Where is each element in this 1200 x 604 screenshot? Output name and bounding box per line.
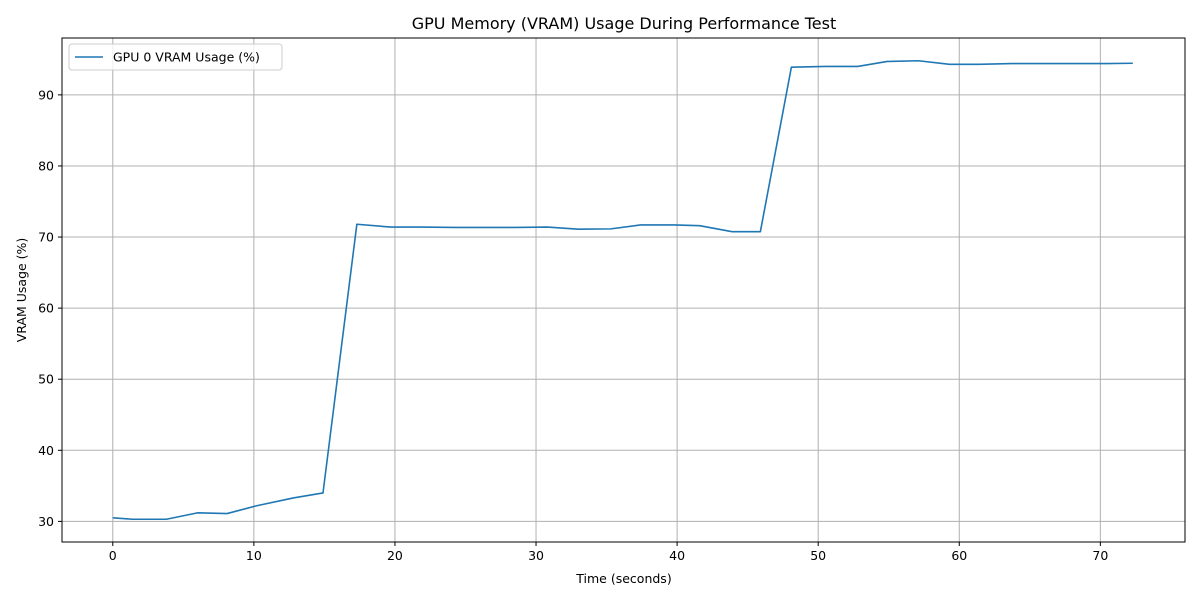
plot-frame: [61, 37, 1186, 543]
chart-title: GPU Memory (VRAM) Usage During Performan…: [412, 14, 837, 33]
axis-ticks: 0 10 20 30 40 50 60 70 30 40 50 60 70 80 90: [38, 87, 1108, 563]
series-line-0: [112, 59, 1133, 521]
x-tick-label: 30: [528, 548, 544, 563]
y-tick-label: 60: [38, 301, 54, 316]
x-tick-label: 0: [109, 548, 117, 563]
y-tick-label: 30: [38, 514, 54, 529]
x-axis-label: Time (seconds): [575, 571, 671, 586]
x-tick-label: 20: [387, 548, 403, 563]
x-tick-label: 50: [810, 548, 826, 563]
grid-lines: [62, 38, 1185, 542]
y-tick-label: 70: [38, 230, 54, 245]
y-axis-label: VRAM Usage (%): [14, 238, 29, 343]
x-tick-label: 60: [951, 548, 967, 563]
y-tick-label: 80: [38, 158, 54, 173]
legend: GPU 0 VRAM Usage (%): [68, 43, 283, 71]
series-layer: [112, 59, 1133, 521]
x-tick-label: 40: [669, 548, 685, 563]
x-tick-label: 10: [246, 548, 262, 563]
y-tick-label: 50: [38, 372, 54, 387]
legend-label: GPU 0 VRAM Usage (%): [113, 50, 260, 65]
x-tick-label: 70: [1092, 548, 1108, 563]
legend-box: [68, 43, 283, 71]
y-tick-label: 40: [38, 443, 54, 458]
y-tick-label: 90: [38, 87, 54, 102]
